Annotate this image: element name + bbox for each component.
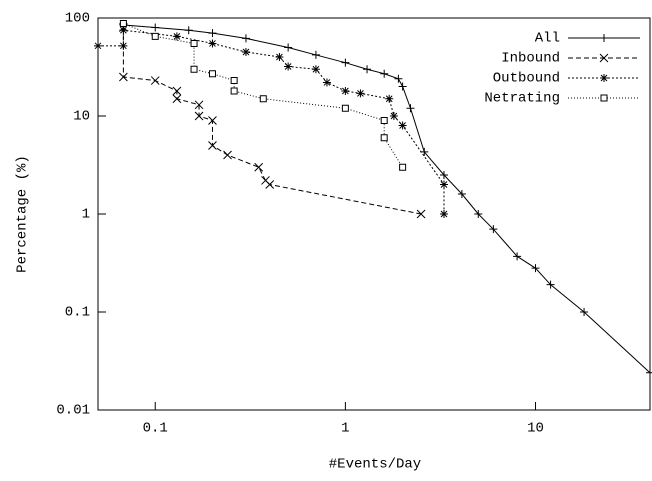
data-point	[489, 225, 498, 234]
data-point	[194, 111, 204, 121]
data-point	[580, 308, 589, 316]
data-point	[230, 77, 238, 85]
y-tick-label: 100	[65, 11, 90, 27]
data-point	[439, 210, 448, 218]
legend-label: All	[535, 31, 560, 47]
data-point	[119, 72, 128, 82]
data-point	[151, 32, 159, 40]
y-tick-label: 0.1	[65, 305, 90, 321]
data-point	[531, 264, 540, 273]
data-point	[184, 26, 193, 35]
data-point	[439, 171, 448, 180]
data-point	[119, 26, 128, 35]
series-line	[122, 27, 422, 215]
data-point	[380, 116, 388, 124]
data-point	[385, 94, 394, 103]
data-point	[341, 58, 350, 67]
data-point	[150, 76, 160, 85]
legend-marker	[599, 53, 609, 63]
legend-label: Netrating	[484, 91, 560, 107]
data-point	[172, 94, 182, 104]
data-point	[394, 74, 403, 83]
legend-label: Inbound	[501, 51, 560, 67]
data-point	[208, 70, 216, 78]
data-point	[265, 180, 275, 189]
data-point	[208, 141, 217, 150]
data-point	[208, 39, 217, 48]
data-point	[241, 34, 250, 43]
y-tick-label: 1	[82, 207, 90, 223]
legend-marker	[600, 34, 608, 42]
data-point	[646, 368, 652, 377]
data-point	[341, 104, 349, 112]
y-tick-label: 10	[73, 109, 90, 125]
data-point	[119, 19, 127, 27]
legend-label: Outbound	[493, 71, 560, 87]
data-point	[311, 65, 320, 74]
data-point	[380, 134, 388, 142]
x-tick-label: 10	[527, 421, 544, 437]
data-point	[513, 252, 522, 261]
plot-frame	[97, 17, 651, 411]
data-point	[151, 23, 160, 32]
data-point	[254, 162, 264, 172]
legend-marker	[600, 94, 608, 102]
data-point	[546, 280, 555, 289]
data-point	[341, 86, 350, 95]
data-point	[311, 50, 320, 59]
data-point	[194, 100, 204, 110]
data-point	[208, 116, 217, 125]
data-point	[190, 65, 198, 73]
data-point	[275, 52, 284, 61]
data-point	[439, 180, 448, 189]
x-axis-label: #Events/Day	[329, 457, 421, 473]
data-point	[172, 32, 181, 41]
data-point	[223, 150, 232, 160]
data-point	[398, 121, 407, 130]
data-point	[380, 69, 389, 78]
x-tick-label: 0.1	[143, 421, 168, 437]
data-point	[94, 41, 102, 50]
data-point	[389, 112, 398, 120]
data-point	[474, 210, 483, 218]
data-point	[241, 47, 250, 56]
legend-marker	[600, 74, 608, 82]
data-point	[457, 189, 466, 198]
y-tick-label: 0.01	[56, 403, 90, 419]
data-point	[119, 41, 128, 50]
data-point	[322, 78, 331, 87]
data-point	[284, 43, 293, 52]
data-point	[406, 104, 415, 113]
data-point	[363, 65, 372, 74]
x-tick-label: 1	[341, 421, 349, 437]
data-point	[284, 62, 293, 71]
data-point	[399, 163, 407, 171]
data-point	[172, 86, 182, 96]
data-point	[398, 82, 407, 91]
data-point	[208, 29, 217, 38]
y-axis-label: Percentage (%)	[15, 155, 31, 273]
data-point	[190, 39, 198, 47]
data-point	[416, 209, 426, 219]
data-point	[259, 95, 267, 103]
data-point	[356, 89, 365, 98]
series-line	[123, 24, 651, 374]
data-point	[230, 87, 238, 95]
